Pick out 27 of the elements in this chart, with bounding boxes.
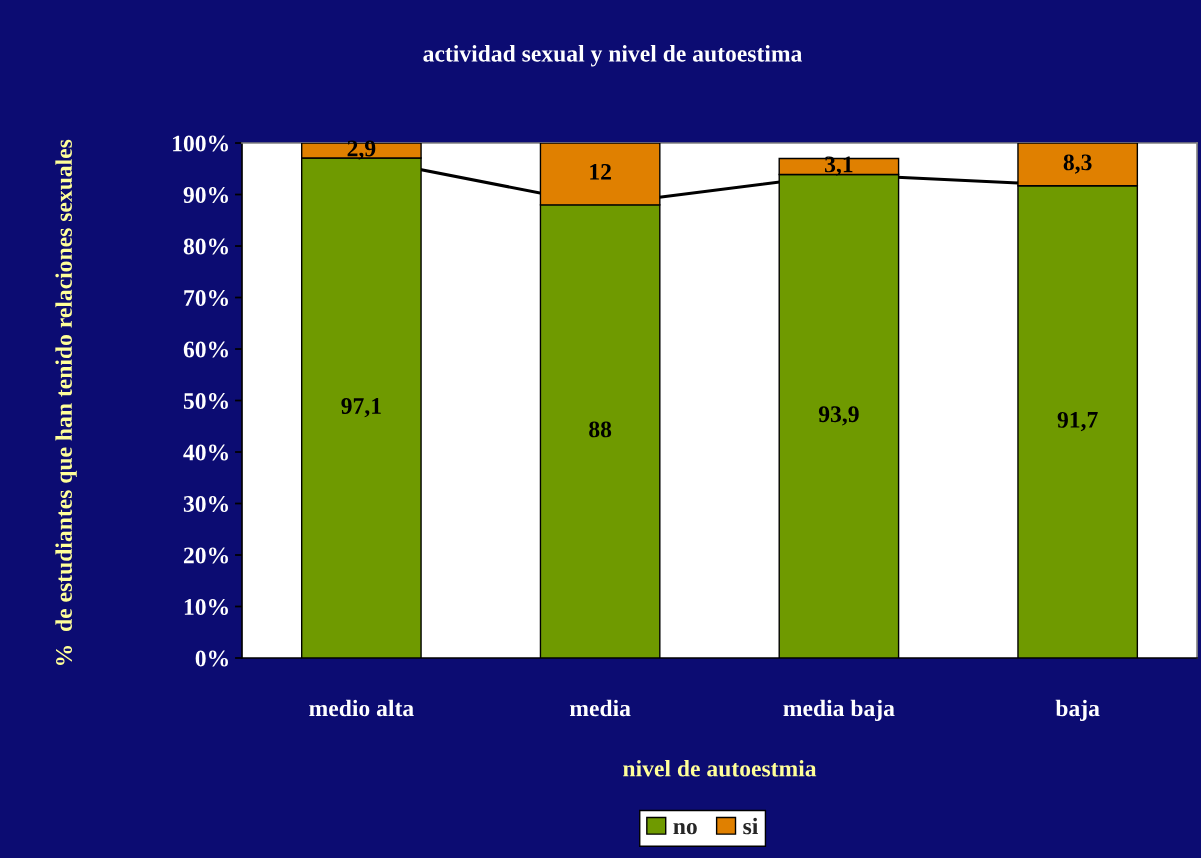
- legend-label: no: [673, 822, 697, 835]
- y-tick-label: 100%: [173, 135, 228, 152]
- y-tick-label: 60%: [183, 341, 228, 358]
- chart-title: actividad sexual y nivel de autoestima: [423, 45, 803, 67]
- y-tick-label: 10%: [184, 598, 228, 615]
- y-tick-label: 0%: [195, 650, 228, 667]
- data-label: 8,3: [1063, 154, 1092, 174]
- y-tick-label: 40%: [183, 444, 228, 461]
- data-label: 97,1: [341, 398, 381, 418]
- x-tick-label: media: [569, 699, 631, 717]
- data-label: 93,9: [818, 406, 859, 426]
- y-tick-label: 80%: [183, 238, 228, 255]
- x-tick-label: media baja: [783, 699, 895, 722]
- data-label: 88: [589, 421, 612, 438]
- x-tick-label: baja: [1055, 699, 1100, 722]
- y-axis-title: % de estudiantes que han tenido relaciones sexuales: [55, 139, 77, 665]
- y-tick-label: 20%: [183, 547, 228, 564]
- y-tick-label: 90%: [183, 187, 228, 204]
- legend-label: si: [743, 817, 758, 835]
- x-axis-title: nivel de autoestmia: [623, 759, 817, 777]
- x-tick-label: medio alta: [309, 699, 414, 717]
- data-label: 91,7: [1057, 411, 1098, 432]
- y-tick-label: 70%: [184, 290, 228, 307]
- y-tick-label: 50%: [183, 393, 228, 410]
- data-label: 12: [590, 163, 611, 180]
- y-tick-label: 30%: [183, 496, 228, 513]
- data-label: 2,9: [347, 140, 376, 160]
